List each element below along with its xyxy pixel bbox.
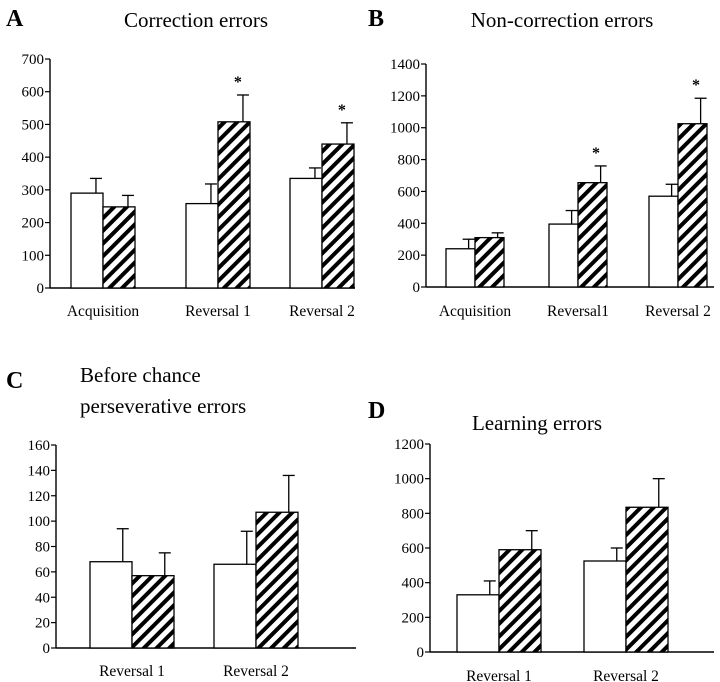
- y-tick-label: 80: [35, 540, 50, 556]
- chart-panel-d: D Learning errors 0 200 400 600 800 1000 1200 Rev…: [368, 398, 714, 682]
- chart-title: Learning errors: [472, 411, 602, 435]
- bar-hatched: [102, 206, 136, 289]
- chart-title: Non-correction errors: [471, 8, 654, 32]
- bar-hatched: [498, 549, 542, 653]
- y-tick-label: 400: [402, 576, 425, 592]
- y-tick-label: 100: [28, 514, 51, 530]
- category-label: Reversal 2: [289, 303, 355, 320]
- chart-panel-a: A Correction errors 0 100 200 300 400 500 600 700…: [6, 6, 355, 320]
- y-tick-label: 1200: [390, 89, 420, 105]
- bar-open: [548, 223, 579, 288]
- bar-open: [89, 561, 133, 649]
- significance-marker: *: [692, 77, 700, 94]
- chart-title: Correction errors: [124, 8, 268, 32]
- y-tick-label: 40: [35, 590, 50, 606]
- y-tick-label: 200: [398, 248, 421, 264]
- bar-hatched: [577, 182, 608, 288]
- y-tick-label: 600: [402, 541, 425, 557]
- y-tick-label: 700: [22, 52, 45, 68]
- y-tick-label: 0: [417, 645, 425, 661]
- category-label: Reversal 2: [223, 663, 289, 680]
- chart-panel-b: B Non-correction errors 0 200 400 600 800 1000 1…: [368, 6, 714, 320]
- y-tick-label: 600: [398, 184, 421, 200]
- chart-panel-c: C Before chance perseverative errors 0 20 40 6…: [6, 363, 356, 680]
- y-tick-label: 400: [22, 150, 45, 166]
- y-tick-label: 400: [398, 216, 421, 232]
- category-label: Reversal 1: [466, 668, 532, 682]
- bar-hatched: [474, 236, 505, 288]
- bar-open: [583, 560, 627, 653]
- y-tick-label: 800: [398, 153, 421, 169]
- bar-hatched: [625, 506, 669, 653]
- panel-letter: C: [6, 368, 23, 394]
- bar-open: [445, 248, 476, 288]
- bar-hatched: [131, 575, 175, 649]
- category-label: Acquisition: [439, 303, 512, 320]
- category-label: Reversal 2: [645, 303, 711, 320]
- y-tick-label: 1200: [394, 437, 424, 453]
- category-label: Acquisition: [67, 303, 140, 320]
- y-tick-label: 300: [22, 183, 45, 199]
- significance-marker: *: [592, 145, 600, 162]
- category-label: Reversal 1: [99, 663, 165, 680]
- category-label: Reversal1: [547, 303, 609, 320]
- bar-open: [185, 202, 219, 289]
- panel-letter: B: [368, 6, 384, 32]
- y-tick-label: 0: [37, 281, 45, 297]
- bar-open: [213, 563, 257, 649]
- bar-open: [456, 594, 500, 653]
- y-tick-label: 20: [35, 616, 50, 632]
- y-tick-label: 1000: [390, 121, 420, 137]
- category-label: Reversal 1: [185, 303, 251, 320]
- y-tick-label: 1000: [394, 472, 424, 488]
- significance-marker: *: [338, 102, 346, 119]
- bar-hatched: [255, 511, 299, 649]
- chart-title: Before chance: [80, 363, 201, 387]
- bar-hatched: [217, 121, 251, 289]
- significance-marker: *: [234, 74, 242, 91]
- y-tick-label: 800: [402, 506, 425, 522]
- bar-open: [289, 177, 323, 289]
- y-tick-label: 0: [413, 280, 421, 296]
- bar-open: [648, 195, 679, 288]
- y-tick-label: 1400: [390, 57, 420, 73]
- y-tick-label: 160: [28, 438, 51, 454]
- y-tick-label: 500: [22, 117, 45, 133]
- y-tick-label: 200: [402, 610, 425, 626]
- panel-letter: D: [368, 398, 385, 424]
- bar-hatched: [677, 123, 708, 288]
- y-tick-label: 140: [28, 463, 51, 479]
- bar-open: [70, 192, 104, 289]
- category-label: Reversal 2: [593, 668, 659, 682]
- y-tick-label: 120: [28, 489, 51, 505]
- y-tick-label: 100: [22, 248, 45, 264]
- chart-title: perseverative errors: [80, 394, 246, 418]
- y-tick-label: 60: [35, 565, 50, 581]
- y-tick-label: 0: [43, 641, 51, 657]
- y-tick-label: 600: [22, 85, 45, 101]
- bar-hatched: [321, 143, 355, 289]
- panel-letter: A: [6, 6, 24, 32]
- y-tick-label: 200: [22, 216, 45, 232]
